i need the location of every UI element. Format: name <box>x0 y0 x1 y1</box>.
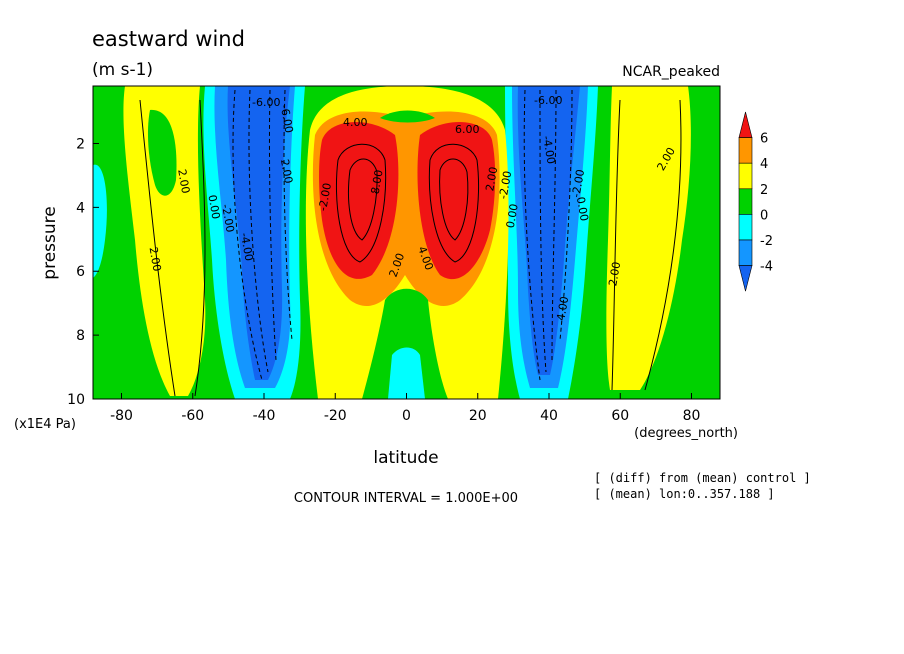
colorbar-label: -2 <box>760 234 773 249</box>
contour-label: -6.00 <box>534 94 562 107</box>
contour-label: 2.00 <box>606 261 623 287</box>
contour-label: 0.00 <box>205 194 222 220</box>
x-tick-label: -80 <box>110 408 133 424</box>
contour-label: 4.00 <box>343 116 368 129</box>
x-axis: -80 -60 -40 -20 0 20 40 60 80 <box>110 393 700 424</box>
nh-jet-red-core <box>417 122 496 280</box>
x-tick-label: -20 <box>324 408 347 424</box>
contour-label: 8.00 <box>369 169 386 195</box>
contour-label: 2.00 <box>175 168 192 194</box>
contour-label: 4.00 <box>554 295 571 321</box>
edge-cyan-region <box>93 164 107 278</box>
colorbar-label: 0 <box>760 208 768 223</box>
y-axis-title: pressure <box>40 206 60 279</box>
y-tick-label: 8 <box>76 328 85 344</box>
colorbar-swatch <box>738 188 753 215</box>
sh-jet-red-core <box>319 122 399 279</box>
sh-westerly-region <box>123 86 206 396</box>
note-diff: [ (diff) from (mean) control ] <box>594 471 811 485</box>
x-tick-label: -60 <box>181 408 204 424</box>
contour-interval-text: CONTOUR INTERVAL = 1.000E+00 <box>294 491 518 506</box>
tropical-upper-green <box>380 110 435 123</box>
x-axis-units: (degrees_north) <box>634 426 738 441</box>
y-axis: 2 4 6 8 10 <box>67 136 99 408</box>
contour-label: -2.00 <box>497 170 515 200</box>
x-tick-label: -40 <box>253 408 276 424</box>
contour-label: -6.00 <box>278 104 296 134</box>
contour-label: -6.00 <box>252 96 280 109</box>
contour-label: 0.00 <box>504 203 521 229</box>
positive-contour-lines <box>139 99 682 397</box>
contour-label: -4.00 <box>540 135 558 165</box>
contour-label: 2.00 <box>146 246 163 272</box>
x-tick-label: 60 <box>611 408 629 424</box>
contour-label: -2.00 <box>316 182 334 212</box>
x-tick-label: 20 <box>469 408 487 424</box>
plot-area: -6.00 -6.00 4.00 6.00 2.00 0.00 2.00 -2.… <box>93 86 720 399</box>
y-tick-label: 6 <box>76 264 85 280</box>
chart-title: eastward wind <box>92 27 245 51</box>
x-tick-label: 0 <box>402 408 411 424</box>
sh-westerly-green-core <box>147 109 177 196</box>
negative-contour-lines <box>232 89 573 381</box>
tropical-lower-green <box>362 288 448 399</box>
x-axis-title: latitude <box>373 448 438 468</box>
sh-easterly-core <box>227 86 290 380</box>
y-tick-label: 10 <box>67 392 85 408</box>
contour-label: 2.00 <box>483 166 500 192</box>
experiment-label: NCAR_peaked <box>622 64 720 80</box>
x-tick-label: 40 <box>540 408 558 424</box>
chart-units: (m s-1) <box>92 60 153 80</box>
contour-label: -2.00 <box>569 168 587 198</box>
contour-label: -2.00 <box>219 203 237 233</box>
colorbar-swatch <box>738 239 753 266</box>
note-mean: [ (mean) lon:0..357.188 ] <box>594 487 775 501</box>
nh-westerly-region <box>606 86 691 390</box>
colorbar-swatch <box>738 162 753 190</box>
colorbar-swatch <box>738 137 753 164</box>
contour-label: 2.00 <box>278 158 295 184</box>
x-tick-label: 80 <box>683 408 701 424</box>
y-axis-units: (x1E4 Pa) <box>14 417 76 432</box>
colorbar-swatch <box>738 214 753 241</box>
colorbar-label: 2 <box>760 183 768 198</box>
y-tick-label: 2 <box>76 136 85 152</box>
colorbar-swatch <box>738 111 753 138</box>
colorbar-swatch <box>738 265 753 292</box>
colorbar: 6 4 2 0 -2 -4 <box>738 111 773 292</box>
colorbar-label: -4 <box>760 260 773 275</box>
tropical-surface-cyan <box>388 347 425 399</box>
colorbar-label: 6 <box>760 132 768 147</box>
contour-label: 0.00 <box>574 196 591 222</box>
y-tick-label: 4 <box>76 200 85 216</box>
nh-easterly-core <box>517 86 580 375</box>
contour-label: 6.00 <box>455 123 480 136</box>
colorbar-label: 4 <box>760 157 768 172</box>
contour-label: -4.00 <box>238 232 256 262</box>
